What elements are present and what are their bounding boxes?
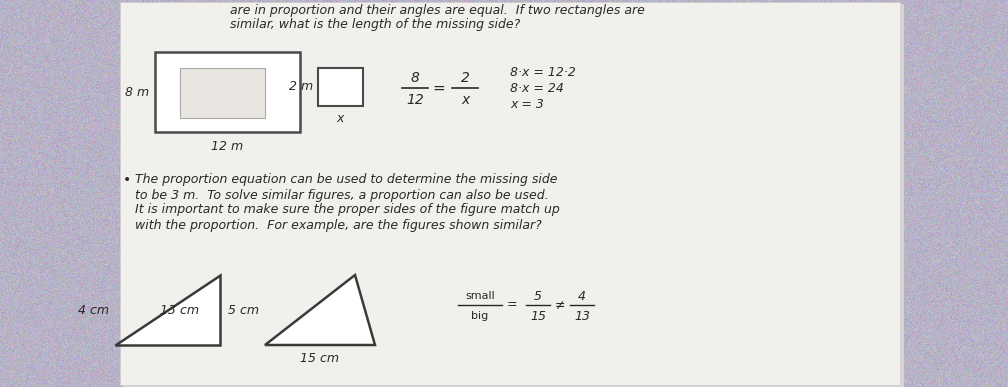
- Text: It is important to make sure the proper sides of the figure match up: It is important to make sure the proper …: [135, 204, 559, 216]
- Text: x: x: [337, 113, 344, 125]
- Text: •: •: [123, 173, 131, 187]
- Bar: [318, 68, 363, 106]
- Polygon shape: [265, 275, 375, 345]
- Text: 8·x = 24: 8·x = 24: [510, 82, 563, 94]
- Text: 2 m: 2 m: [289, 80, 313, 94]
- Text: with the proportion.  For example, are the figures shown similar?: with the proportion. For example, are th…: [135, 219, 541, 231]
- Text: x = 3: x = 3: [510, 99, 544, 111]
- Text: 8: 8: [410, 71, 419, 85]
- Text: 4: 4: [578, 289, 586, 303]
- Text: to be 3 m.  To solve similar figures, a proportion can also be used.: to be 3 m. To solve similar figures, a p…: [135, 188, 548, 202]
- FancyBboxPatch shape: [120, 2, 900, 385]
- Bar: [155, 52, 300, 132]
- Text: =: =: [507, 298, 517, 312]
- Text: 8 m: 8 m: [125, 86, 149, 99]
- Text: 15 cm: 15 cm: [300, 353, 340, 365]
- Polygon shape: [115, 275, 220, 345]
- Text: 13 cm: 13 cm: [160, 303, 199, 317]
- Text: 5 cm: 5 cm: [228, 303, 259, 317]
- Text: 2: 2: [461, 71, 470, 85]
- Text: similar, what is the length of the missing side?: similar, what is the length of the missi…: [230, 18, 520, 31]
- Text: 8·x = 12·2: 8·x = 12·2: [510, 65, 576, 79]
- Text: The proportion equation can be used to determine the missing side: The proportion equation can be used to d…: [135, 173, 557, 187]
- FancyBboxPatch shape: [124, 4, 904, 387]
- Text: x: x: [461, 93, 469, 107]
- Text: 4 cm: 4 cm: [78, 303, 109, 317]
- Text: big: big: [472, 311, 489, 321]
- Text: are in proportion and their angles are equal.  If two rectangles are: are in proportion and their angles are e…: [230, 4, 645, 17]
- Text: 12: 12: [406, 93, 424, 107]
- Text: small: small: [465, 291, 495, 301]
- Text: 15: 15: [530, 310, 546, 322]
- Text: =: =: [432, 80, 446, 96]
- Bar: [180, 68, 265, 118]
- Text: 12 m: 12 m: [212, 140, 244, 154]
- Text: 13: 13: [574, 310, 590, 322]
- Text: 5: 5: [534, 289, 542, 303]
- Text: ≠: ≠: [554, 298, 565, 312]
